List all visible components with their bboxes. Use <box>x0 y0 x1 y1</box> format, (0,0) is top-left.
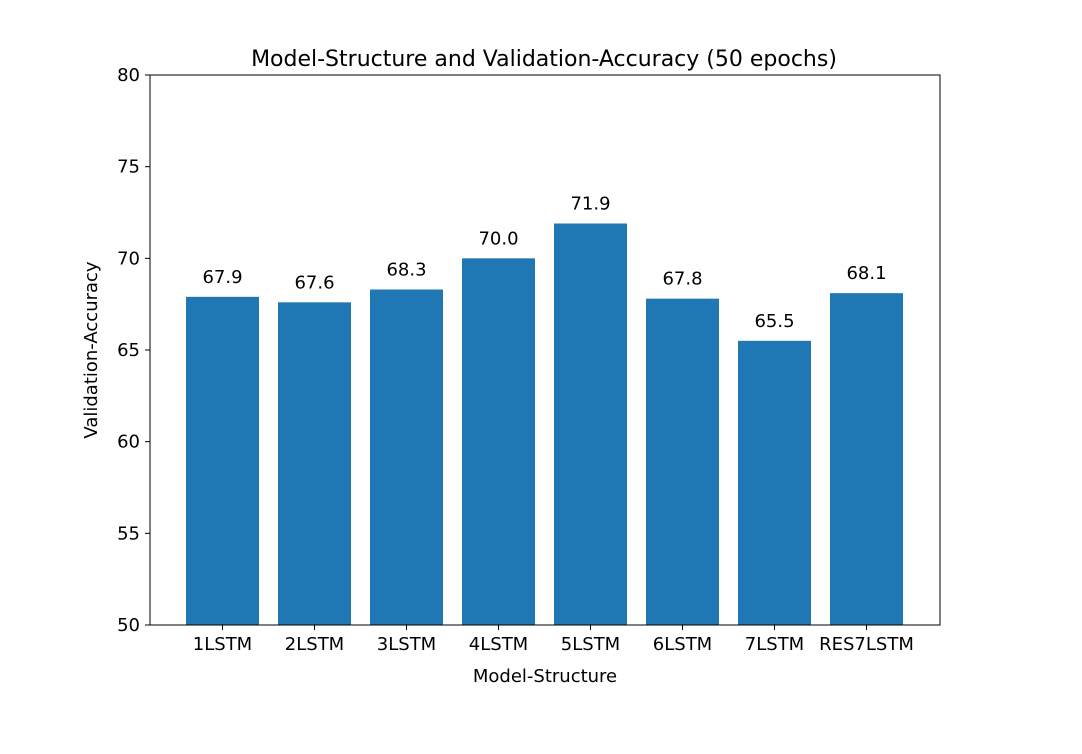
x-tick-label: 3LSTM <box>377 634 436 655</box>
data-label-RES7LSTM: 68.1 <box>846 263 886 284</box>
chart-title: Model-Structure and Validation-Accuracy … <box>251 47 837 72</box>
bar-4LSTM <box>462 258 535 625</box>
bar-2LSTM <box>278 302 351 625</box>
bars-group <box>186 223 903 625</box>
data-label-3LSTM: 68.3 <box>386 260 426 281</box>
y-tick-label: 80 <box>117 65 140 86</box>
plot-frame <box>149 74 941 626</box>
x-tick-label: RES7LSTM <box>819 634 914 655</box>
x-tick-label: 2LSTM <box>285 634 344 655</box>
bar-3LSTM <box>370 289 443 625</box>
bar-5LSTM <box>554 223 627 625</box>
y-tick-label: 75 <box>117 157 140 178</box>
bar-RES7LSTM <box>830 293 903 625</box>
data-label-2LSTM: 67.6 <box>294 272 334 293</box>
y-tick-label: 55 <box>117 523 140 544</box>
y-tick-label: 60 <box>117 432 140 453</box>
y-tick-label: 50 <box>117 615 140 636</box>
y-axis: 50 55 60 65 70 75 80 <box>117 65 150 636</box>
x-tick-label: 6LSTM <box>653 634 712 655</box>
x-tick-label: 5LSTM <box>561 634 620 655</box>
y-tick-label: 70 <box>117 248 140 269</box>
y-axis-label: Validation-Accuracy <box>81 261 102 439</box>
x-axis-label: Model-Structure <box>473 666 617 687</box>
data-label-1LSTM: 67.9 <box>202 267 242 288</box>
x-axis: 1LSTM 2LSTM 3LSTM 4LSTM 5LSTM 6LSTM 7LSTM RES7L… <box>193 625 914 655</box>
data-label-6LSTM: 67.8 <box>662 269 702 290</box>
x-tick-label: 1LSTM <box>193 634 252 655</box>
x-tick-label: 4LSTM <box>469 634 528 655</box>
data-labels-group: 67.9 67.6 68.3 70.0 71.9 67.8 65.5 68.1 <box>202 194 886 332</box>
data-label-5LSTM: 71.9 <box>570 194 610 215</box>
y-tick-label: 65 <box>117 340 140 361</box>
data-label-4LSTM: 70.0 <box>478 228 518 249</box>
bar-1LSTM <box>186 296 259 625</box>
data-label-7LSTM: 65.5 <box>754 311 794 332</box>
bar-7LSTM <box>738 340 811 625</box>
x-tick-label: 7LSTM <box>745 634 804 655</box>
bar-6LSTM <box>646 298 719 625</box>
